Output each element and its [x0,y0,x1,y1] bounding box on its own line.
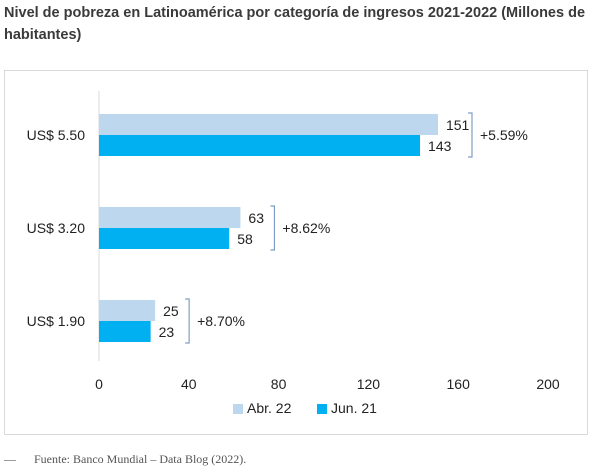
change-bracket [270,205,276,251]
x-tick-label: 120 [357,376,381,392]
legend-label: Abr. 22 [247,400,292,416]
data-label: 25 [163,303,179,319]
change-label: +5.59% [480,127,528,143]
bar-abr22 [99,114,438,135]
bar-jun21 [99,321,151,342]
legend-swatch [317,404,327,414]
chart-area: US$ 5.50 151 143 +5.59% US$ 3.20 63 58 +8.62% US… [4,70,588,435]
category-label: US$ 3.20 [27,220,86,236]
legend-swatch [233,404,243,414]
source-note: — Fuente: Banco Mundial – Data Blog (202… [4,452,247,466]
data-label: 151 [446,117,470,133]
x-tick-label: 40 [181,376,197,392]
change-bracket [467,112,473,158]
x-tick-label: 160 [447,376,471,392]
data-label: 23 [159,324,175,340]
category-label: US$ 5.50 [27,127,86,143]
bar-abr22 [99,207,241,228]
data-label: 143 [428,138,452,154]
change-label: +8.70% [197,313,245,329]
bar-chart: US$ 5.50 151 143 +5.59% US$ 3.20 63 58 +8.62% US… [27,91,560,416]
bar-abr22 [99,300,156,321]
x-tick-label: 200 [536,376,560,392]
change-label: +8.62% [282,220,330,236]
bar-jun21 [99,228,230,249]
bar-jun21 [99,135,421,156]
data-label: 58 [237,231,253,247]
x-tick-label: 0 [95,376,103,392]
data-label: 63 [248,210,264,226]
category-label: US$ 1.90 [27,313,86,329]
x-tick-label: 80 [271,376,287,392]
chart-title: Nivel de pobreza en Latinoamérica por ca… [4,5,586,43]
legend-label: Jun. 21 [331,400,377,416]
change-bracket [185,298,190,344]
